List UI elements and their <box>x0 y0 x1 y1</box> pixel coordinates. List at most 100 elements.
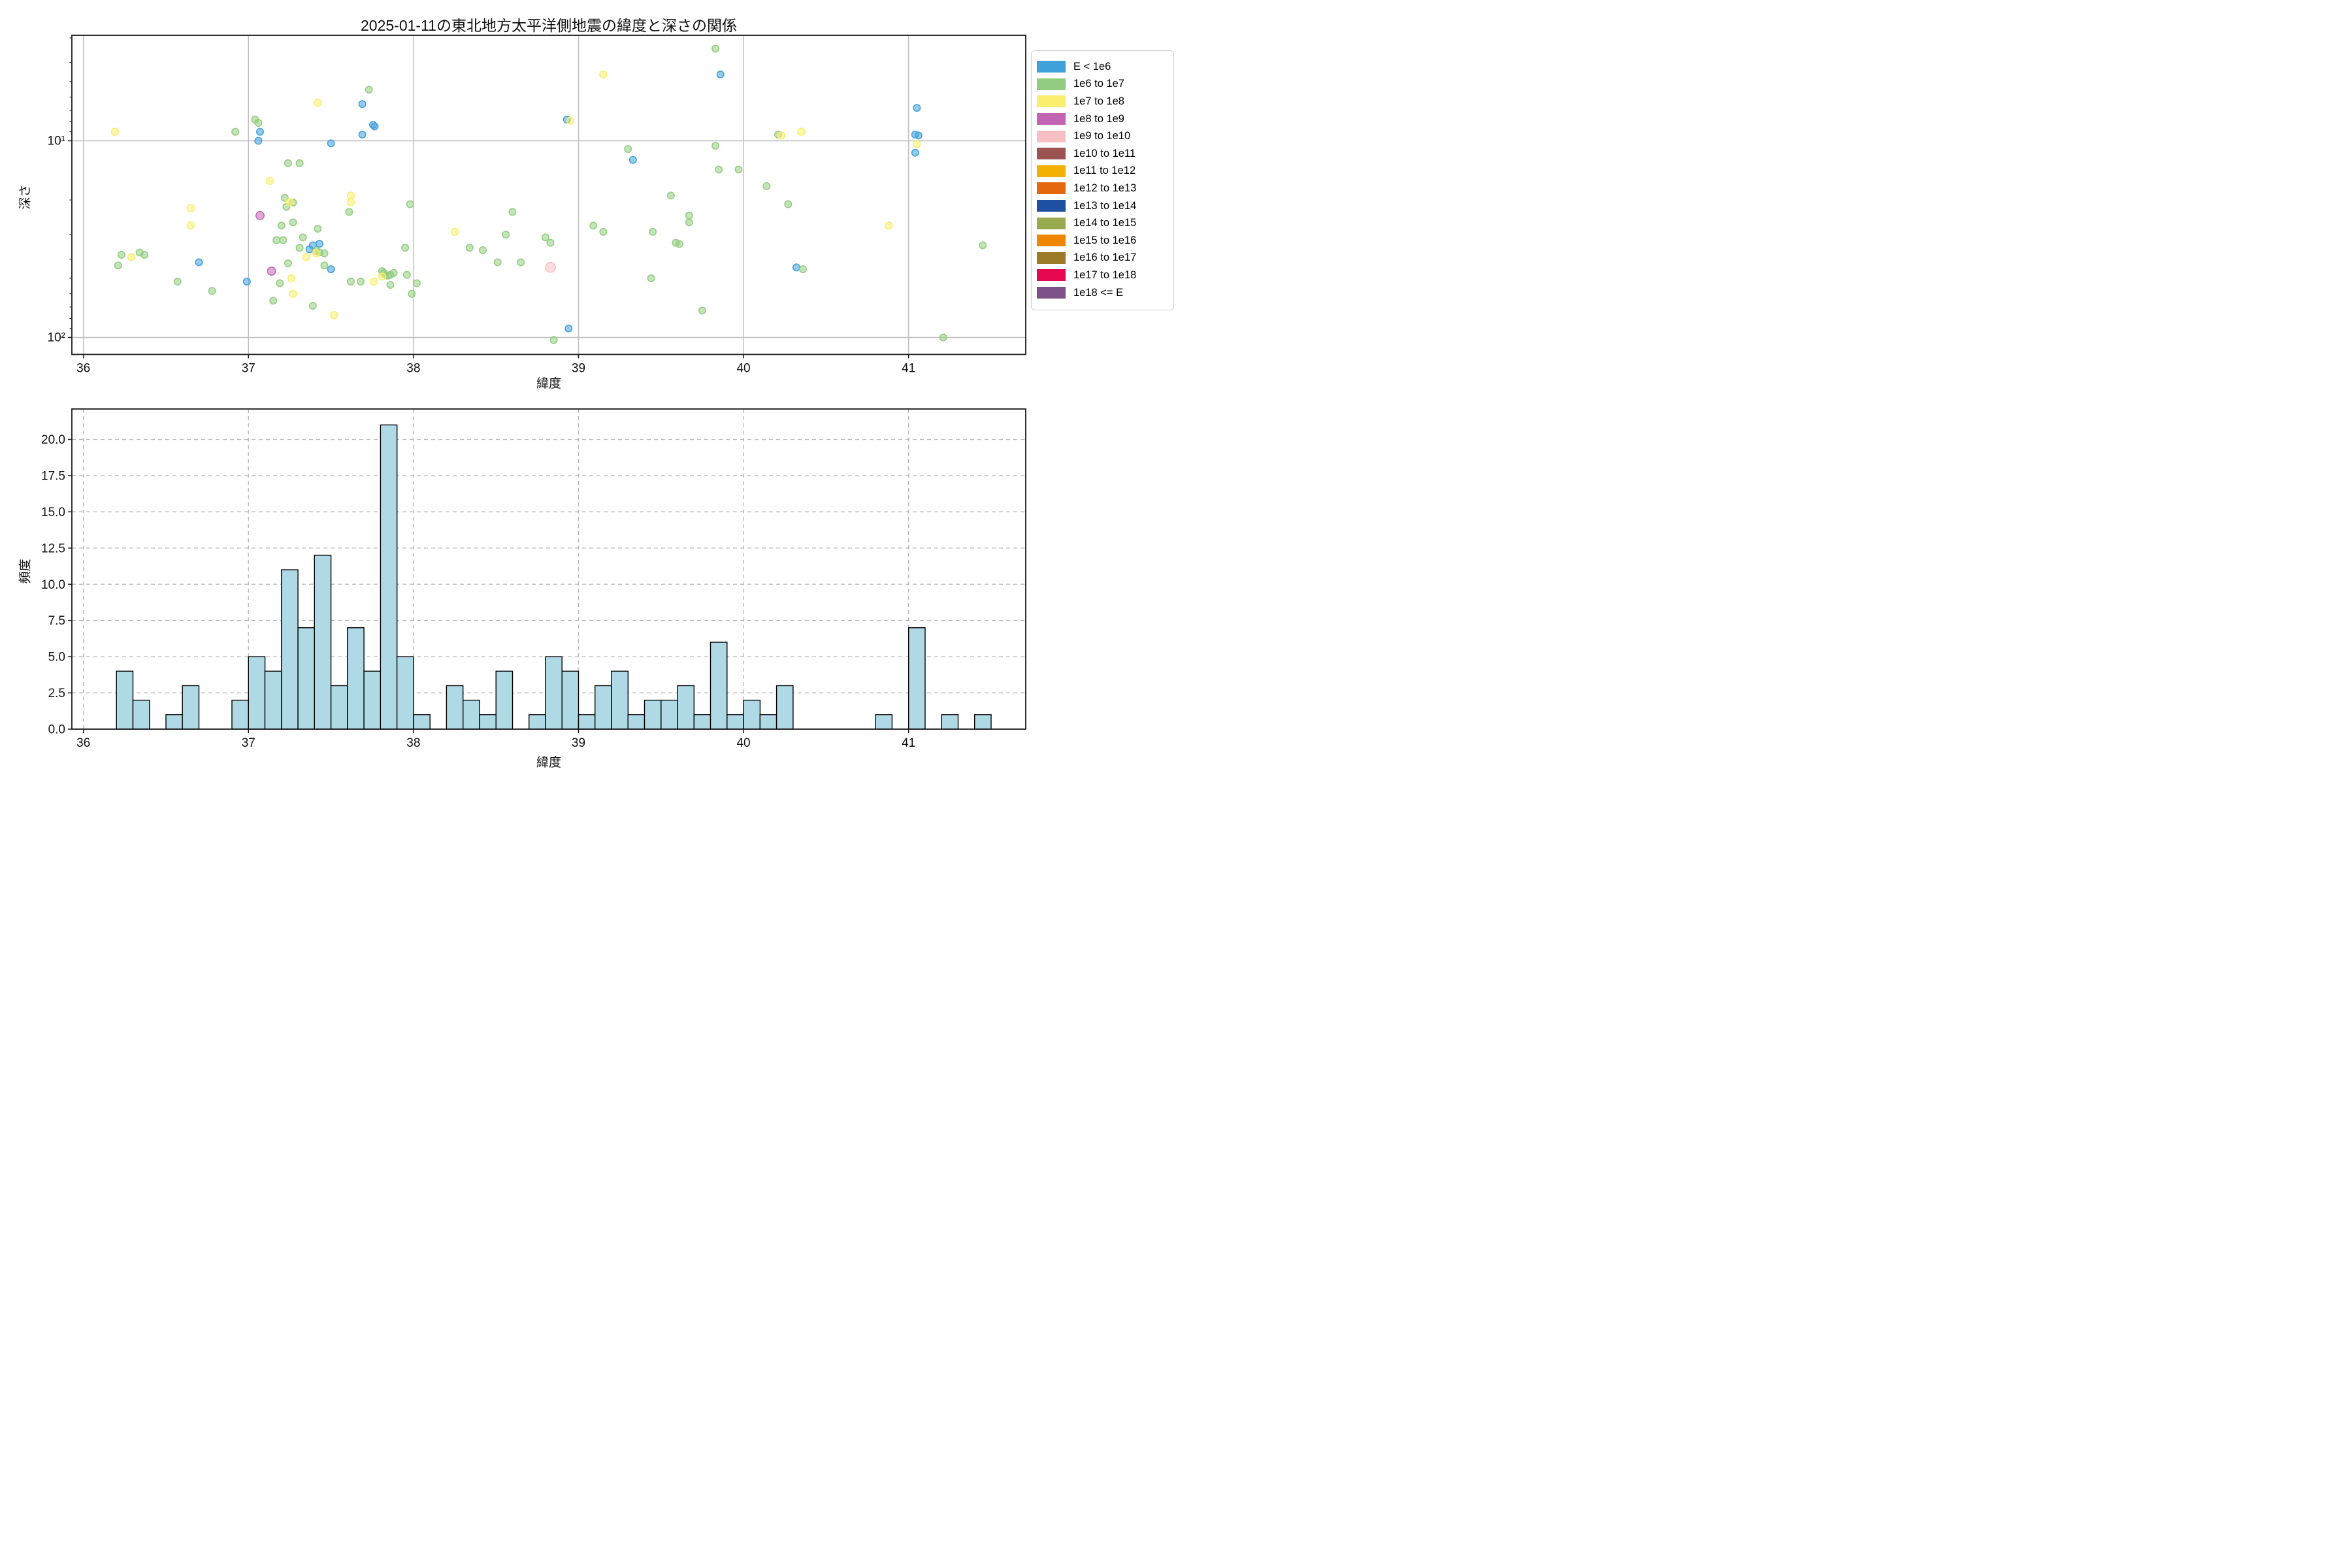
scatter-point <box>242 277 251 286</box>
scatter-point <box>312 249 320 257</box>
scatter-point <box>346 277 355 286</box>
scatter-xtick-label: 40 <box>736 362 750 376</box>
hist-bar <box>380 424 398 730</box>
legend-item: 1e16 to 1e17 <box>1037 250 1173 267</box>
scatter-point <box>358 131 367 139</box>
scatter-point <box>508 208 517 216</box>
scatter-point <box>545 261 556 273</box>
hist-bar <box>297 627 316 730</box>
legend-label: 1e7 to 1e8 <box>1073 95 1124 107</box>
hist-bar <box>561 670 580 730</box>
hist-bar <box>231 699 249 730</box>
hist-ytick-label: 5.0 <box>48 651 65 664</box>
scatter-point <box>799 265 808 274</box>
hist-bar <box>479 714 497 730</box>
scatter-point <box>624 145 632 154</box>
scatter-point <box>402 270 411 279</box>
scatter-point <box>265 176 274 186</box>
hist-xtick-label: 38 <box>406 736 420 750</box>
hist-bar <box>973 714 992 730</box>
hist-xlabel: 緯度 <box>536 756 561 770</box>
hist-bar <box>710 642 728 730</box>
scatter-ytick-label: 10¹ <box>48 135 65 148</box>
hist-bar <box>611 670 629 730</box>
scatter-point <box>284 159 292 167</box>
legend-item: 1e12 to 1e13 <box>1037 180 1173 197</box>
hist-ytick-label: 10.0 <box>41 578 65 592</box>
legend-item: 1e17 to 1e18 <box>1037 267 1173 284</box>
scatter-point <box>320 249 329 257</box>
scatter-point <box>792 263 800 272</box>
scatter-point <box>356 277 365 286</box>
scatter-point <box>589 221 598 230</box>
scatter-point <box>117 250 125 259</box>
scatter-point <box>327 139 335 148</box>
hist-xtick-label: 40 <box>736 736 750 750</box>
legend-label: 1e13 to 1e14 <box>1073 199 1137 212</box>
hist-plot-border <box>71 408 1026 730</box>
hist-bar <box>677 685 694 730</box>
scatter-point <box>401 244 410 252</box>
scatter-point <box>267 266 276 276</box>
scatter-point <box>386 280 395 289</box>
scatter-point <box>378 272 387 281</box>
scatter-point <box>913 140 921 148</box>
scatter-xtick-label: 38 <box>406 362 420 376</box>
hist-ytick-label: 2.5 <box>48 687 65 700</box>
scatter-point <box>911 148 919 157</box>
scatter-point <box>711 44 720 53</box>
scatter-point <box>299 233 307 242</box>
scatter-point <box>541 233 549 242</box>
scatter-point <box>346 198 355 206</box>
scatter-point <box>599 70 608 79</box>
legend-swatch-icon <box>1037 148 1066 160</box>
scatter-point <box>186 221 195 230</box>
hist-ylabel: 頻度 <box>18 559 33 584</box>
scatter-point <box>698 306 706 315</box>
legend-swatch-icon <box>1037 61 1066 73</box>
scatter-point <box>762 182 771 190</box>
plots-svg: 36 37 38 39 40 41 10¹ 10² 36 37 38 39 40 41 0.0 2.5 5.0 7… <box>41 35 1026 750</box>
scatter-xtick-label: 41 <box>902 362 915 376</box>
scatter-point <box>370 122 379 131</box>
legend-label: 1e16 to 1e17 <box>1073 252 1137 264</box>
hist-bar <box>347 627 365 730</box>
legend-label: 1e10 to 1e11 <box>1073 147 1136 159</box>
scatter-point <box>734 165 743 174</box>
scatter-point <box>255 210 265 220</box>
scatter-point <box>711 142 720 150</box>
scatter-point <box>675 240 683 248</box>
hist-xtick-label: 36 <box>76 736 90 750</box>
scatter-point <box>289 218 297 227</box>
legend-item: 1e6 to 1e7 <box>1037 76 1173 93</box>
scatter-point <box>566 116 574 125</box>
hist-ytick-label: 0.0 <box>48 723 65 737</box>
legend-swatch-icon <box>1037 130 1066 142</box>
scatter-point <box>114 261 122 270</box>
hist-bar <box>644 699 662 730</box>
legend-item: 1e15 to 1e16 <box>1037 232 1173 250</box>
legend-item: 1e18 <= E <box>1037 284 1173 302</box>
scatter-point <box>647 274 655 282</box>
legend-label: 1e6 to 1e7 <box>1073 78 1124 90</box>
scatter-point <box>315 240 323 248</box>
hist-bar <box>446 685 464 730</box>
scatter-point <box>302 253 310 261</box>
legend-item: E < 1e6 <box>1037 58 1173 76</box>
hist-bar <box>281 569 299 730</box>
hist-bar <box>165 714 183 730</box>
hist-bar <box>463 699 480 730</box>
scatter-point <box>140 250 149 259</box>
hist-bar <box>132 699 150 730</box>
scatter-ylabel: 深さ <box>18 184 33 210</box>
hist-bar <box>363 670 382 730</box>
hist-bar <box>182 685 200 730</box>
scatter-point <box>208 287 216 295</box>
hist-ytick-label: 17.5 <box>41 469 65 483</box>
scatter-point <box>254 137 263 145</box>
scatter-ytick-label: 10² <box>48 331 65 345</box>
scatter-point <box>287 274 296 283</box>
legend-swatch-icon <box>1037 165 1066 177</box>
legend-label: 1e8 to 1e9 <box>1073 112 1124 125</box>
legend-swatch-icon <box>1037 78 1066 90</box>
